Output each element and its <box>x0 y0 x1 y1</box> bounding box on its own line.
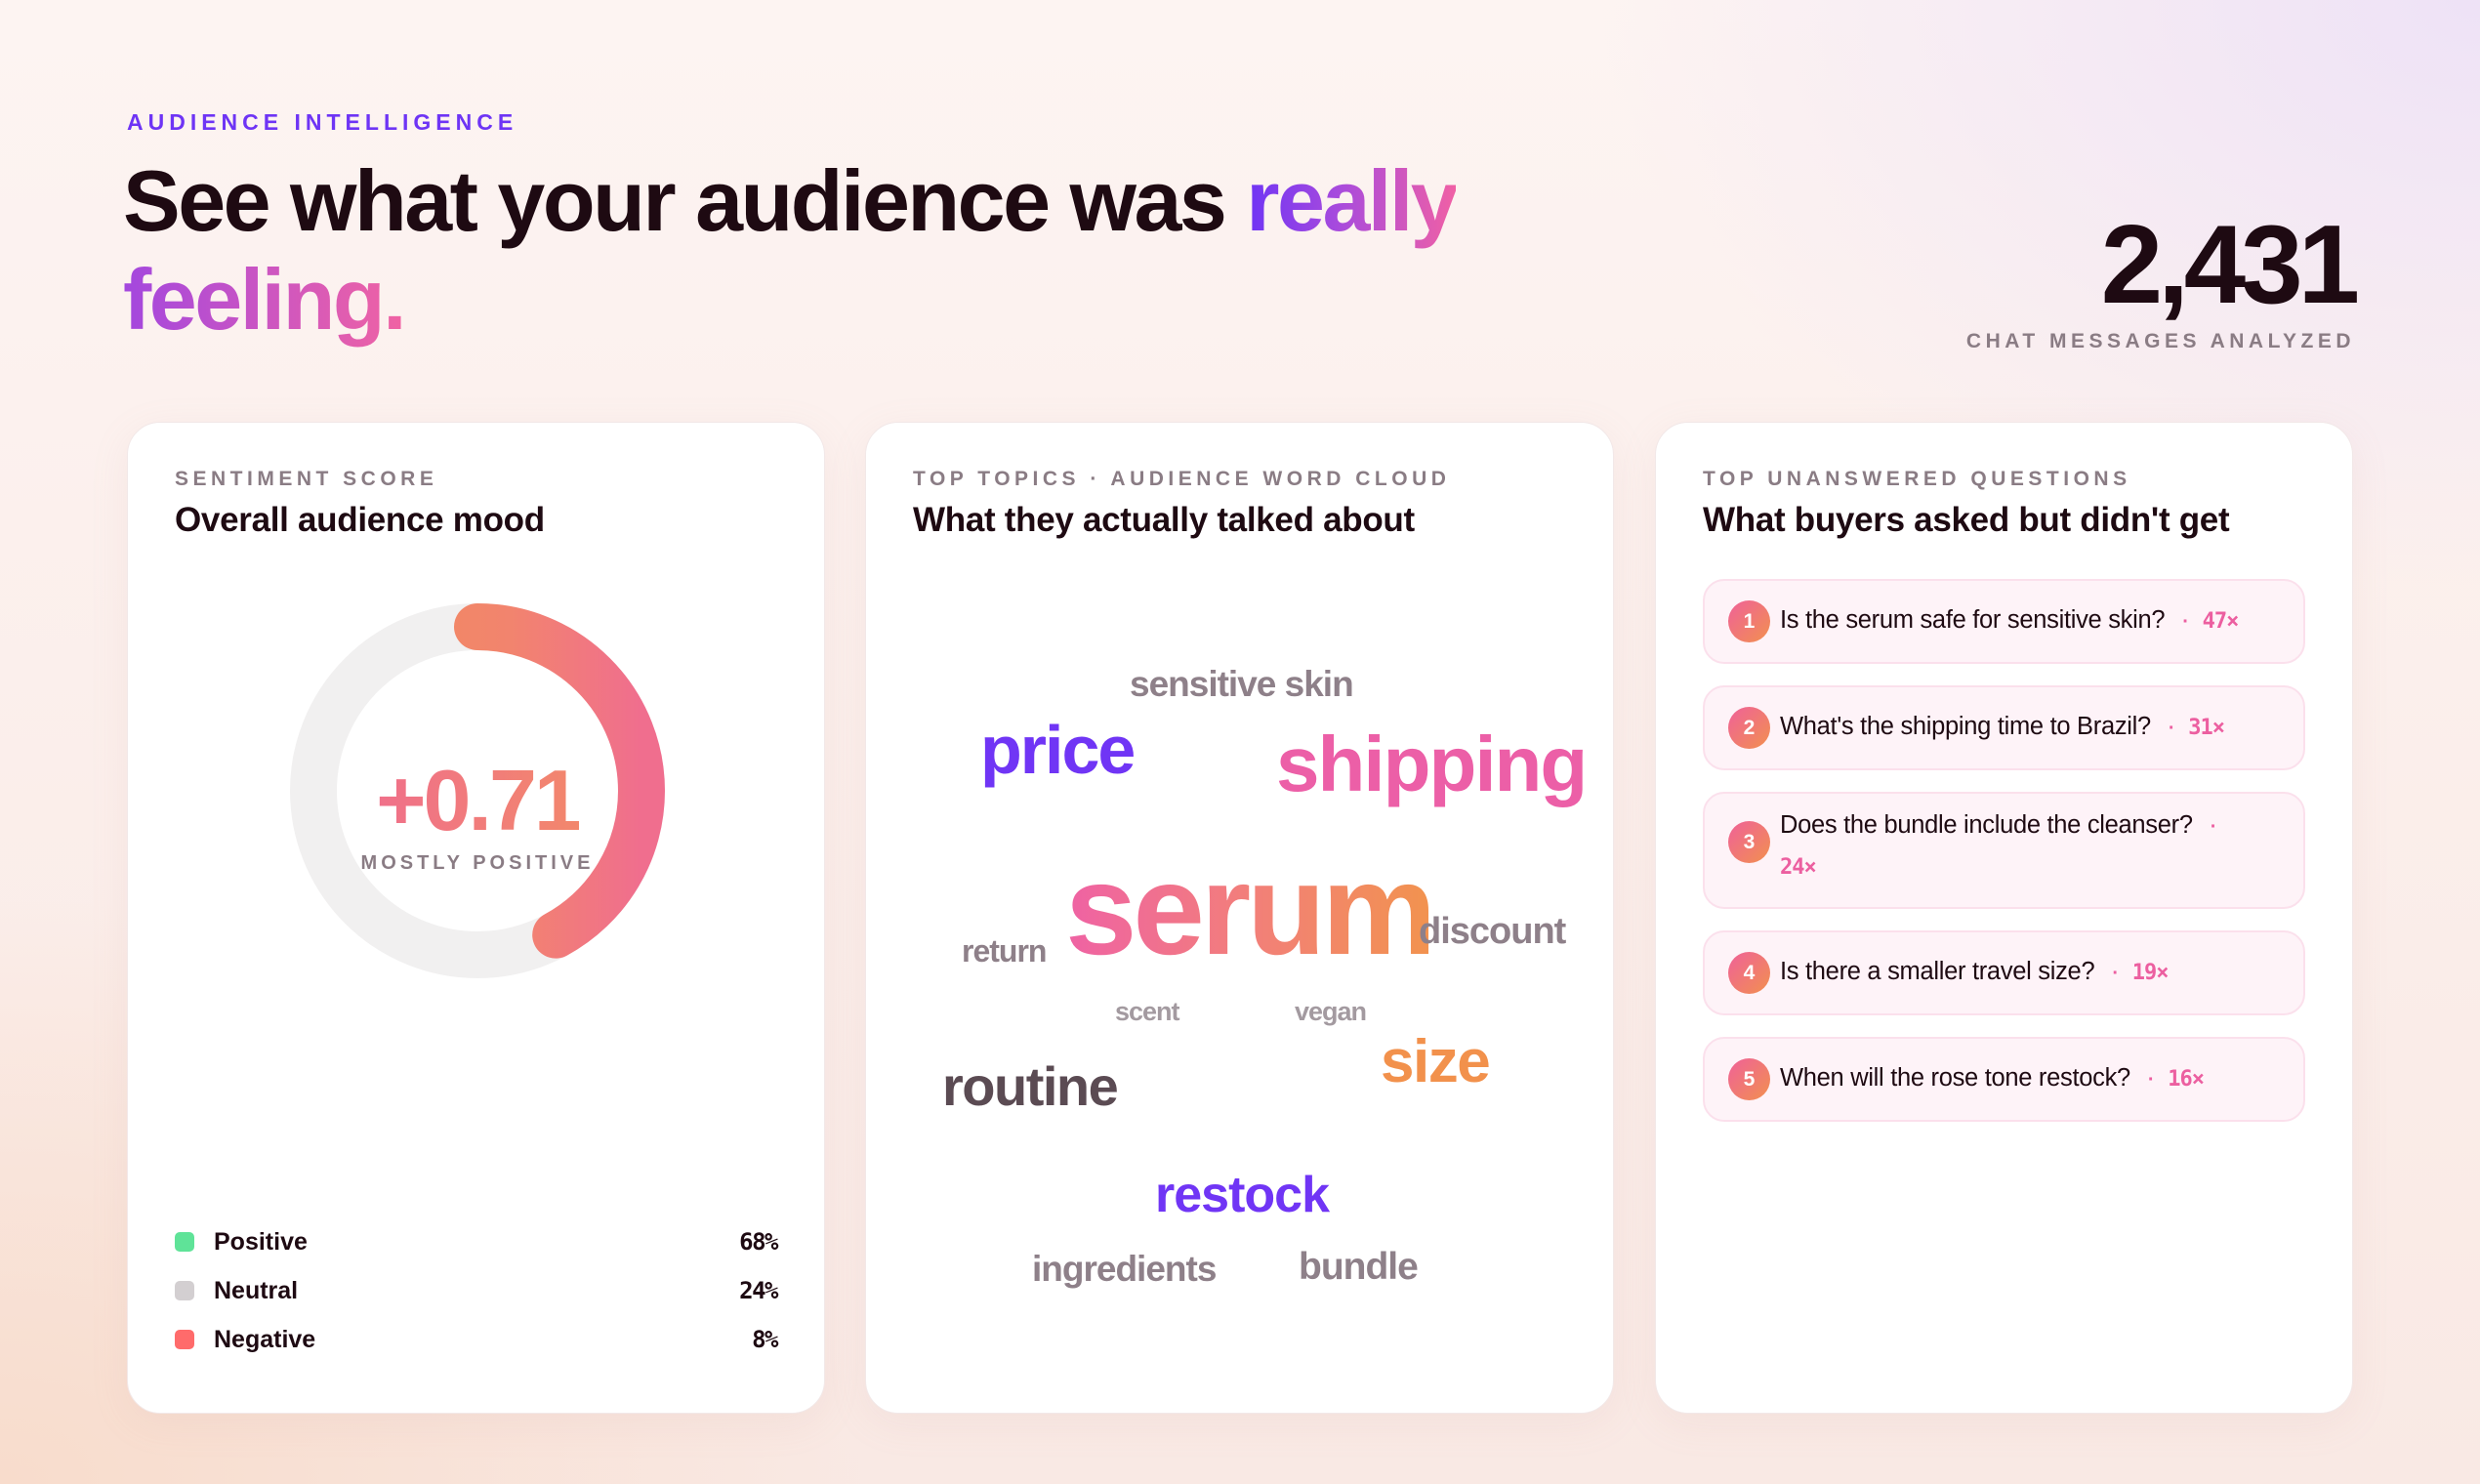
legend-row-negative: Negative 8% <box>175 1315 778 1364</box>
card-eyebrow: SENTIMENT SCORE <box>175 468 438 490</box>
word-ingredients[interactable]: ingredients <box>1032 1249 1217 1289</box>
sentiment-card: SENTIMENT SCORE Overall audience mood +0… <box>127 422 825 1414</box>
sentiment-score: +0.71 <box>376 751 582 848</box>
card-title: Overall audience mood <box>175 501 545 539</box>
page-eyebrow: AUDIENCE INTELLIGENCE <box>127 109 518 135</box>
rank-badge: 1 <box>1728 600 1770 642</box>
word-bundle[interactable]: bundle <box>1299 1246 1419 1288</box>
card-title: What they actually talked about <box>913 501 1415 539</box>
question-count: 24× <box>1780 855 1817 880</box>
headline-accent: really <box>1246 152 1458 249</box>
question-text: Does the bundle include the cleanser? · 24… <box>1780 805 2230 887</box>
separator-dot-icon: · <box>2147 1069 2155 1091</box>
word-discount[interactable]: discount <box>1419 911 1566 952</box>
sentiment-score-label: MOSTLY POSITIVE <box>360 851 595 874</box>
legend-label: Negative <box>214 1325 316 1353</box>
legend-label: Positive <box>214 1227 308 1256</box>
separator-dot-icon: · <box>2168 718 2175 739</box>
donut-ring <box>290 603 665 978</box>
rank-badge: 4 <box>1728 952 1770 994</box>
question-text: What's the shipping time to Brazil? · 31× <box>1780 707 2225 748</box>
rank-badge: 3 <box>1728 821 1770 863</box>
topics-card: TOP TOPICS · AUDIENCE WORD CLOUD What th… <box>865 422 1614 1414</box>
word-vegan[interactable]: vegan <box>1295 997 1367 1026</box>
question-item[interactable]: 3 Does the bundle include the cleanser? ·… <box>1703 792 2305 909</box>
question-item[interactable]: 4 Is there a smaller travel size? · 19× <box>1703 930 2305 1015</box>
card-eyebrow: TOP UNANSWERED QUESTIONS <box>1703 468 2131 490</box>
card-title: What buyers asked but didn't get <box>1703 501 2230 539</box>
question-item[interactable]: 1 Is the serum safe for sensitive skin? ·… <box>1703 579 2305 664</box>
word-return[interactable]: return <box>962 933 1047 969</box>
word-scent[interactable]: scent <box>1115 997 1180 1026</box>
positive-swatch-icon <box>175 1232 194 1252</box>
sentiment-legend: Positive 68% Neutral 24% Negative 8% <box>175 1217 778 1364</box>
negative-swatch-icon <box>175 1330 194 1349</box>
question-label: Does the bundle include the cleanser? <box>1780 811 2193 839</box>
headline-line2: feeling. <box>123 251 407 348</box>
word-routine[interactable]: routine <box>942 1055 1119 1117</box>
donut-center: +0.71 MOSTLY POSITIVE <box>290 603 665 978</box>
rank-badge: 5 <box>1728 1058 1770 1100</box>
page-headline: See what your audience was really feelin… <box>123 151 1783 349</box>
legend-value: 24% <box>739 1277 778 1304</box>
question-count: 47× <box>2202 609 2240 634</box>
legend-label: Neutral <box>214 1276 299 1304</box>
word-sensitive-skin[interactable]: sensitive skin <box>1130 664 1354 704</box>
word-shipping[interactable]: shipping <box>1276 721 1588 807</box>
sentiment-donut-chart: +0.71 MOSTLY POSITIVE <box>290 603 665 978</box>
legend-row-neutral: Neutral 24% <box>175 1266 778 1315</box>
word-serum[interactable]: serum <box>1065 838 1436 981</box>
separator-dot-icon: · <box>2210 816 2217 838</box>
separator-dot-icon: · <box>2112 963 2119 984</box>
stat-value: 2,431 <box>2100 203 2360 327</box>
word-price[interactable]: price <box>980 712 1136 788</box>
question-label: When will the rose tone restock? <box>1780 1064 2130 1092</box>
question-count: 31× <box>2188 716 2225 740</box>
card-eyebrow: TOP TOPICS · AUDIENCE WORD CLOUD <box>913 468 1451 490</box>
question-item[interactable]: 5 When will the rose tone restock? · 16× <box>1703 1037 2305 1122</box>
question-label: What's the shipping time to Brazil? <box>1780 713 2151 740</box>
question-label: Is the serum safe for sensitive skin? <box>1780 606 2166 634</box>
questions-card: TOP UNANSWERED QUESTIONS What buyers ask… <box>1655 422 2353 1414</box>
donut-arc <box>290 603 665 978</box>
word-size[interactable]: size <box>1381 1028 1491 1095</box>
question-text: When will the rose tone restock? · 16× <box>1780 1058 2205 1099</box>
legend-value: 68% <box>739 1228 778 1256</box>
headline-text: See what your audience was <box>123 152 1247 249</box>
rank-badge: 2 <box>1728 707 1770 749</box>
question-label: Is there a smaller travel size? <box>1780 958 2095 985</box>
messages-stat: 2,431 CHAT MESSAGES ANALYZED <box>1965 203 2360 353</box>
legend-row-positive: Positive 68% <box>175 1217 778 1266</box>
word-cloud: sensitive skin price shipping serum disc… <box>866 423 1615 1415</box>
neutral-swatch-icon <box>175 1281 194 1300</box>
question-text: Is the serum safe for sensitive skin? · 47… <box>1780 600 2240 641</box>
legend-value: 8% <box>752 1326 778 1353</box>
question-text: Is there a smaller travel size? · 19× <box>1780 952 2170 993</box>
question-item[interactable]: 2 What's the shipping time to Brazil? · 31… <box>1703 685 2305 770</box>
question-count: 19× <box>2131 961 2170 985</box>
word-restock[interactable]: restock <box>1155 1167 1330 1223</box>
separator-dot-icon: · <box>2182 611 2189 633</box>
stat-label: CHAT MESSAGES ANALYZED <box>1965 330 2355 352</box>
questions-list: 1 Is the serum safe for sensitive skin? ·… <box>1703 579 2305 1122</box>
question-count: 16× <box>2168 1067 2205 1092</box>
